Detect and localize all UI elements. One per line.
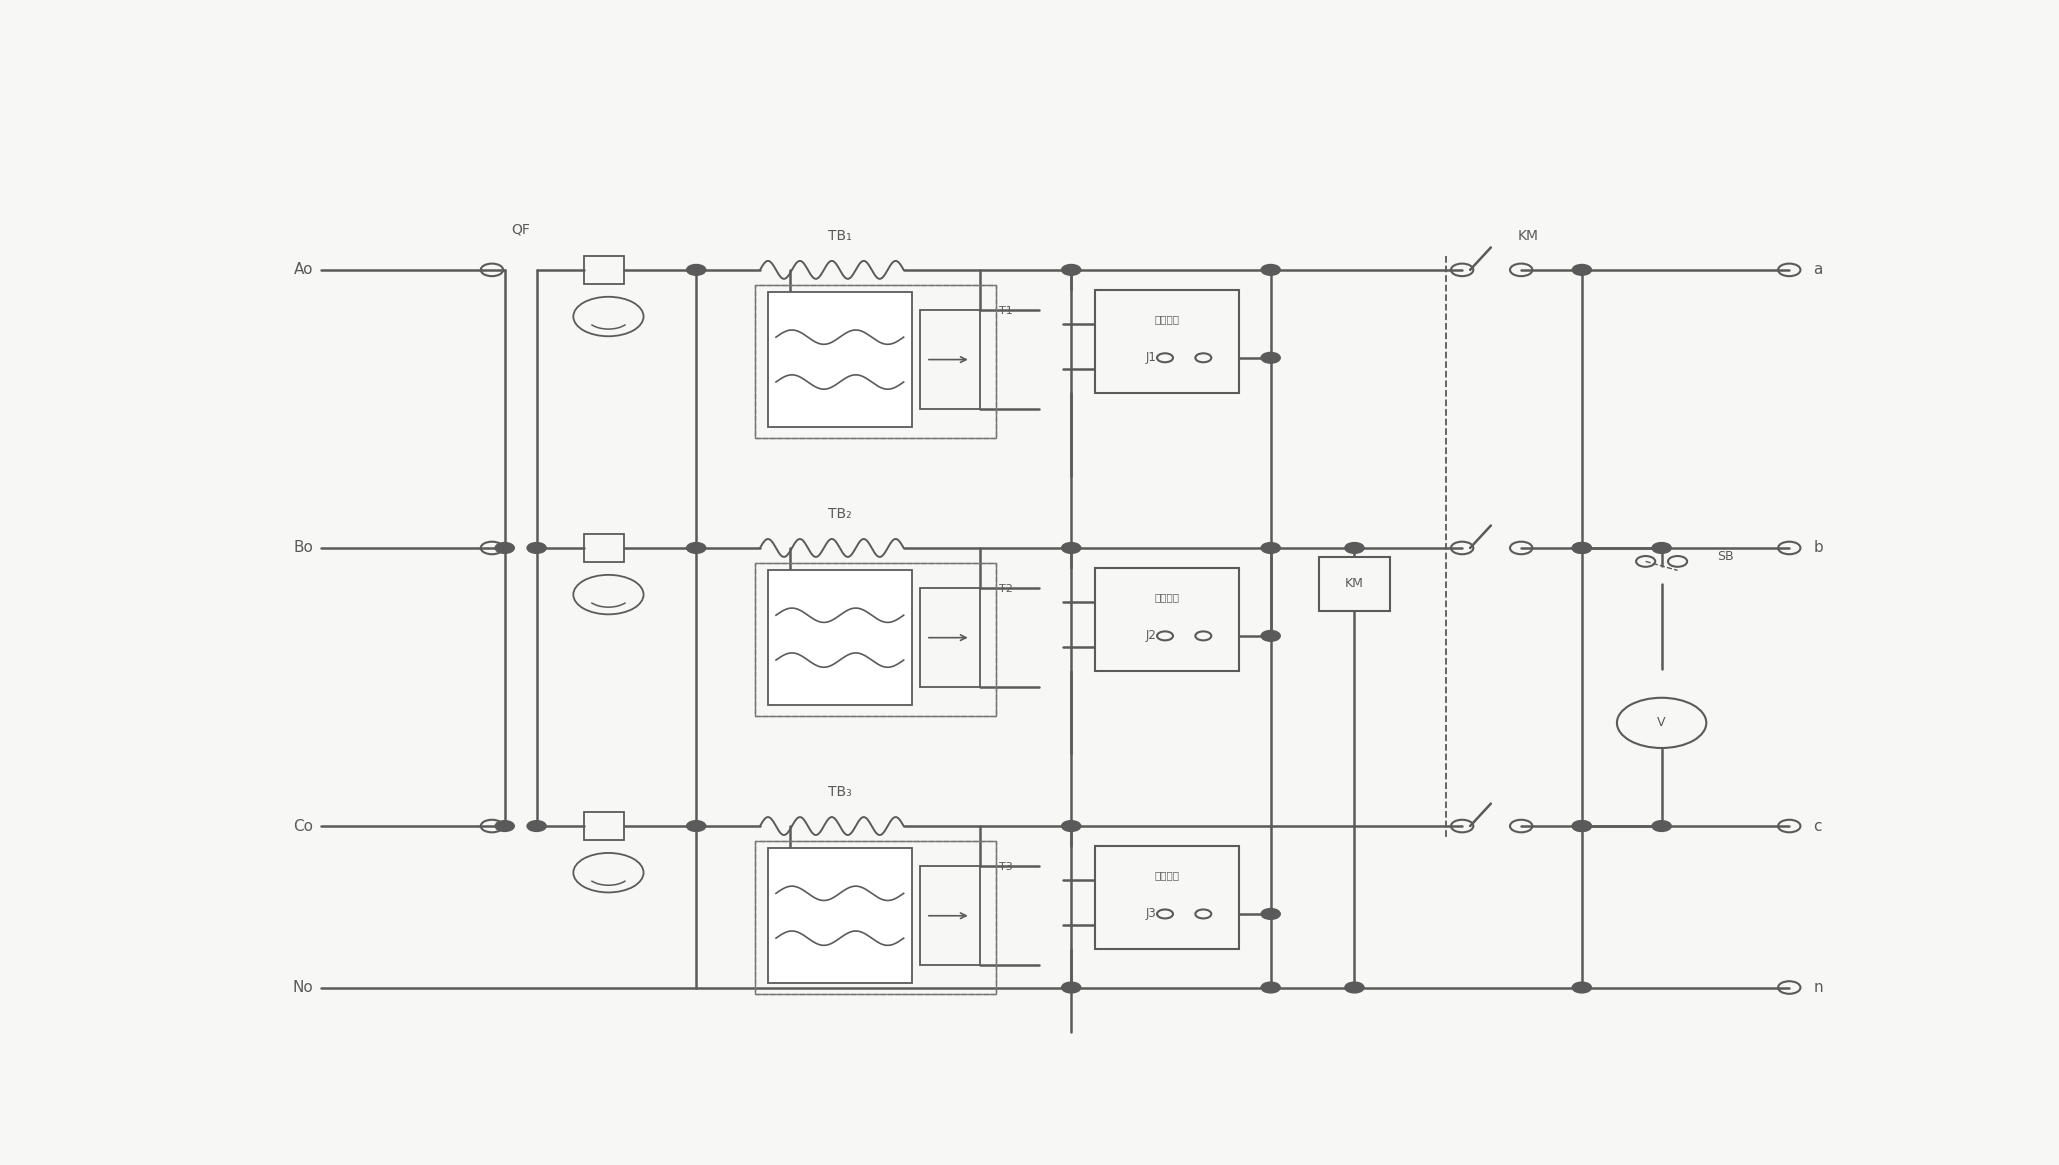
Bar	[756, 285, 997, 438]
Text: T1: T1	[999, 305, 1013, 316]
Circle shape	[494, 820, 515, 832]
Circle shape	[686, 820, 706, 832]
Bar	[1095, 846, 1240, 949]
Circle shape	[1062, 820, 1081, 832]
Circle shape	[1260, 982, 1281, 993]
Bar	[1318, 557, 1390, 610]
Bar	[768, 292, 912, 426]
Circle shape	[494, 543, 515, 553]
Circle shape	[1062, 543, 1081, 553]
Bar	[768, 571, 912, 705]
Text: TB₁: TB₁	[828, 228, 852, 242]
Text: J1: J1	[1145, 352, 1157, 365]
Bar	[920, 310, 980, 409]
Circle shape	[1651, 543, 1672, 553]
Text: TB₂: TB₂	[828, 507, 852, 521]
Circle shape	[1260, 630, 1281, 641]
Text: Ao: Ao	[294, 262, 313, 277]
Circle shape	[527, 543, 546, 553]
Bar	[1095, 290, 1240, 394]
Text: SB: SB	[1717, 550, 1734, 564]
Bar	[756, 285, 997, 438]
Circle shape	[1573, 543, 1592, 553]
Text: 取样控制: 取样控制	[1155, 592, 1180, 602]
Bar	[585, 812, 624, 840]
Text: T2: T2	[999, 584, 1013, 594]
Circle shape	[1573, 264, 1592, 275]
Bar	[585, 255, 624, 284]
Circle shape	[1260, 264, 1281, 275]
Circle shape	[1260, 909, 1281, 919]
Text: 取样控制: 取样控制	[1155, 315, 1180, 324]
Text: Bo: Bo	[292, 541, 313, 556]
Circle shape	[1651, 820, 1672, 832]
Text: Co: Co	[292, 819, 313, 833]
Bar	[768, 848, 912, 983]
Bar	[920, 867, 980, 965]
Text: KM: KM	[1345, 578, 1363, 591]
Circle shape	[1573, 820, 1592, 832]
Text: No: No	[292, 980, 313, 995]
Circle shape	[1573, 543, 1592, 553]
Text: n: n	[1814, 980, 1822, 995]
Bar	[756, 563, 997, 715]
Circle shape	[1062, 264, 1081, 275]
Circle shape	[1573, 820, 1592, 832]
Bar	[756, 841, 997, 994]
Circle shape	[1345, 982, 1363, 993]
Bar	[585, 534, 624, 563]
Text: J2: J2	[1145, 629, 1157, 642]
Circle shape	[1260, 352, 1281, 363]
Bar	[756, 563, 997, 715]
Bar	[1095, 569, 1240, 671]
Bar	[756, 841, 997, 994]
Text: c: c	[1814, 819, 1822, 833]
Circle shape	[686, 264, 706, 275]
Text: b: b	[1814, 541, 1822, 556]
Text: QF: QF	[511, 223, 529, 236]
Text: 取样控制: 取样控制	[1155, 870, 1180, 881]
Circle shape	[1345, 543, 1363, 553]
Text: V: V	[1657, 716, 1666, 729]
Text: a: a	[1814, 262, 1822, 277]
Circle shape	[1260, 543, 1281, 553]
Circle shape	[1573, 982, 1592, 993]
Text: TB₃: TB₃	[828, 785, 852, 799]
Text: T3: T3	[999, 862, 1013, 871]
Circle shape	[686, 543, 706, 553]
Text: J3: J3	[1145, 908, 1157, 920]
Text: KM: KM	[1517, 228, 1538, 242]
Circle shape	[1062, 982, 1081, 993]
Bar	[920, 588, 980, 687]
Circle shape	[527, 820, 546, 832]
